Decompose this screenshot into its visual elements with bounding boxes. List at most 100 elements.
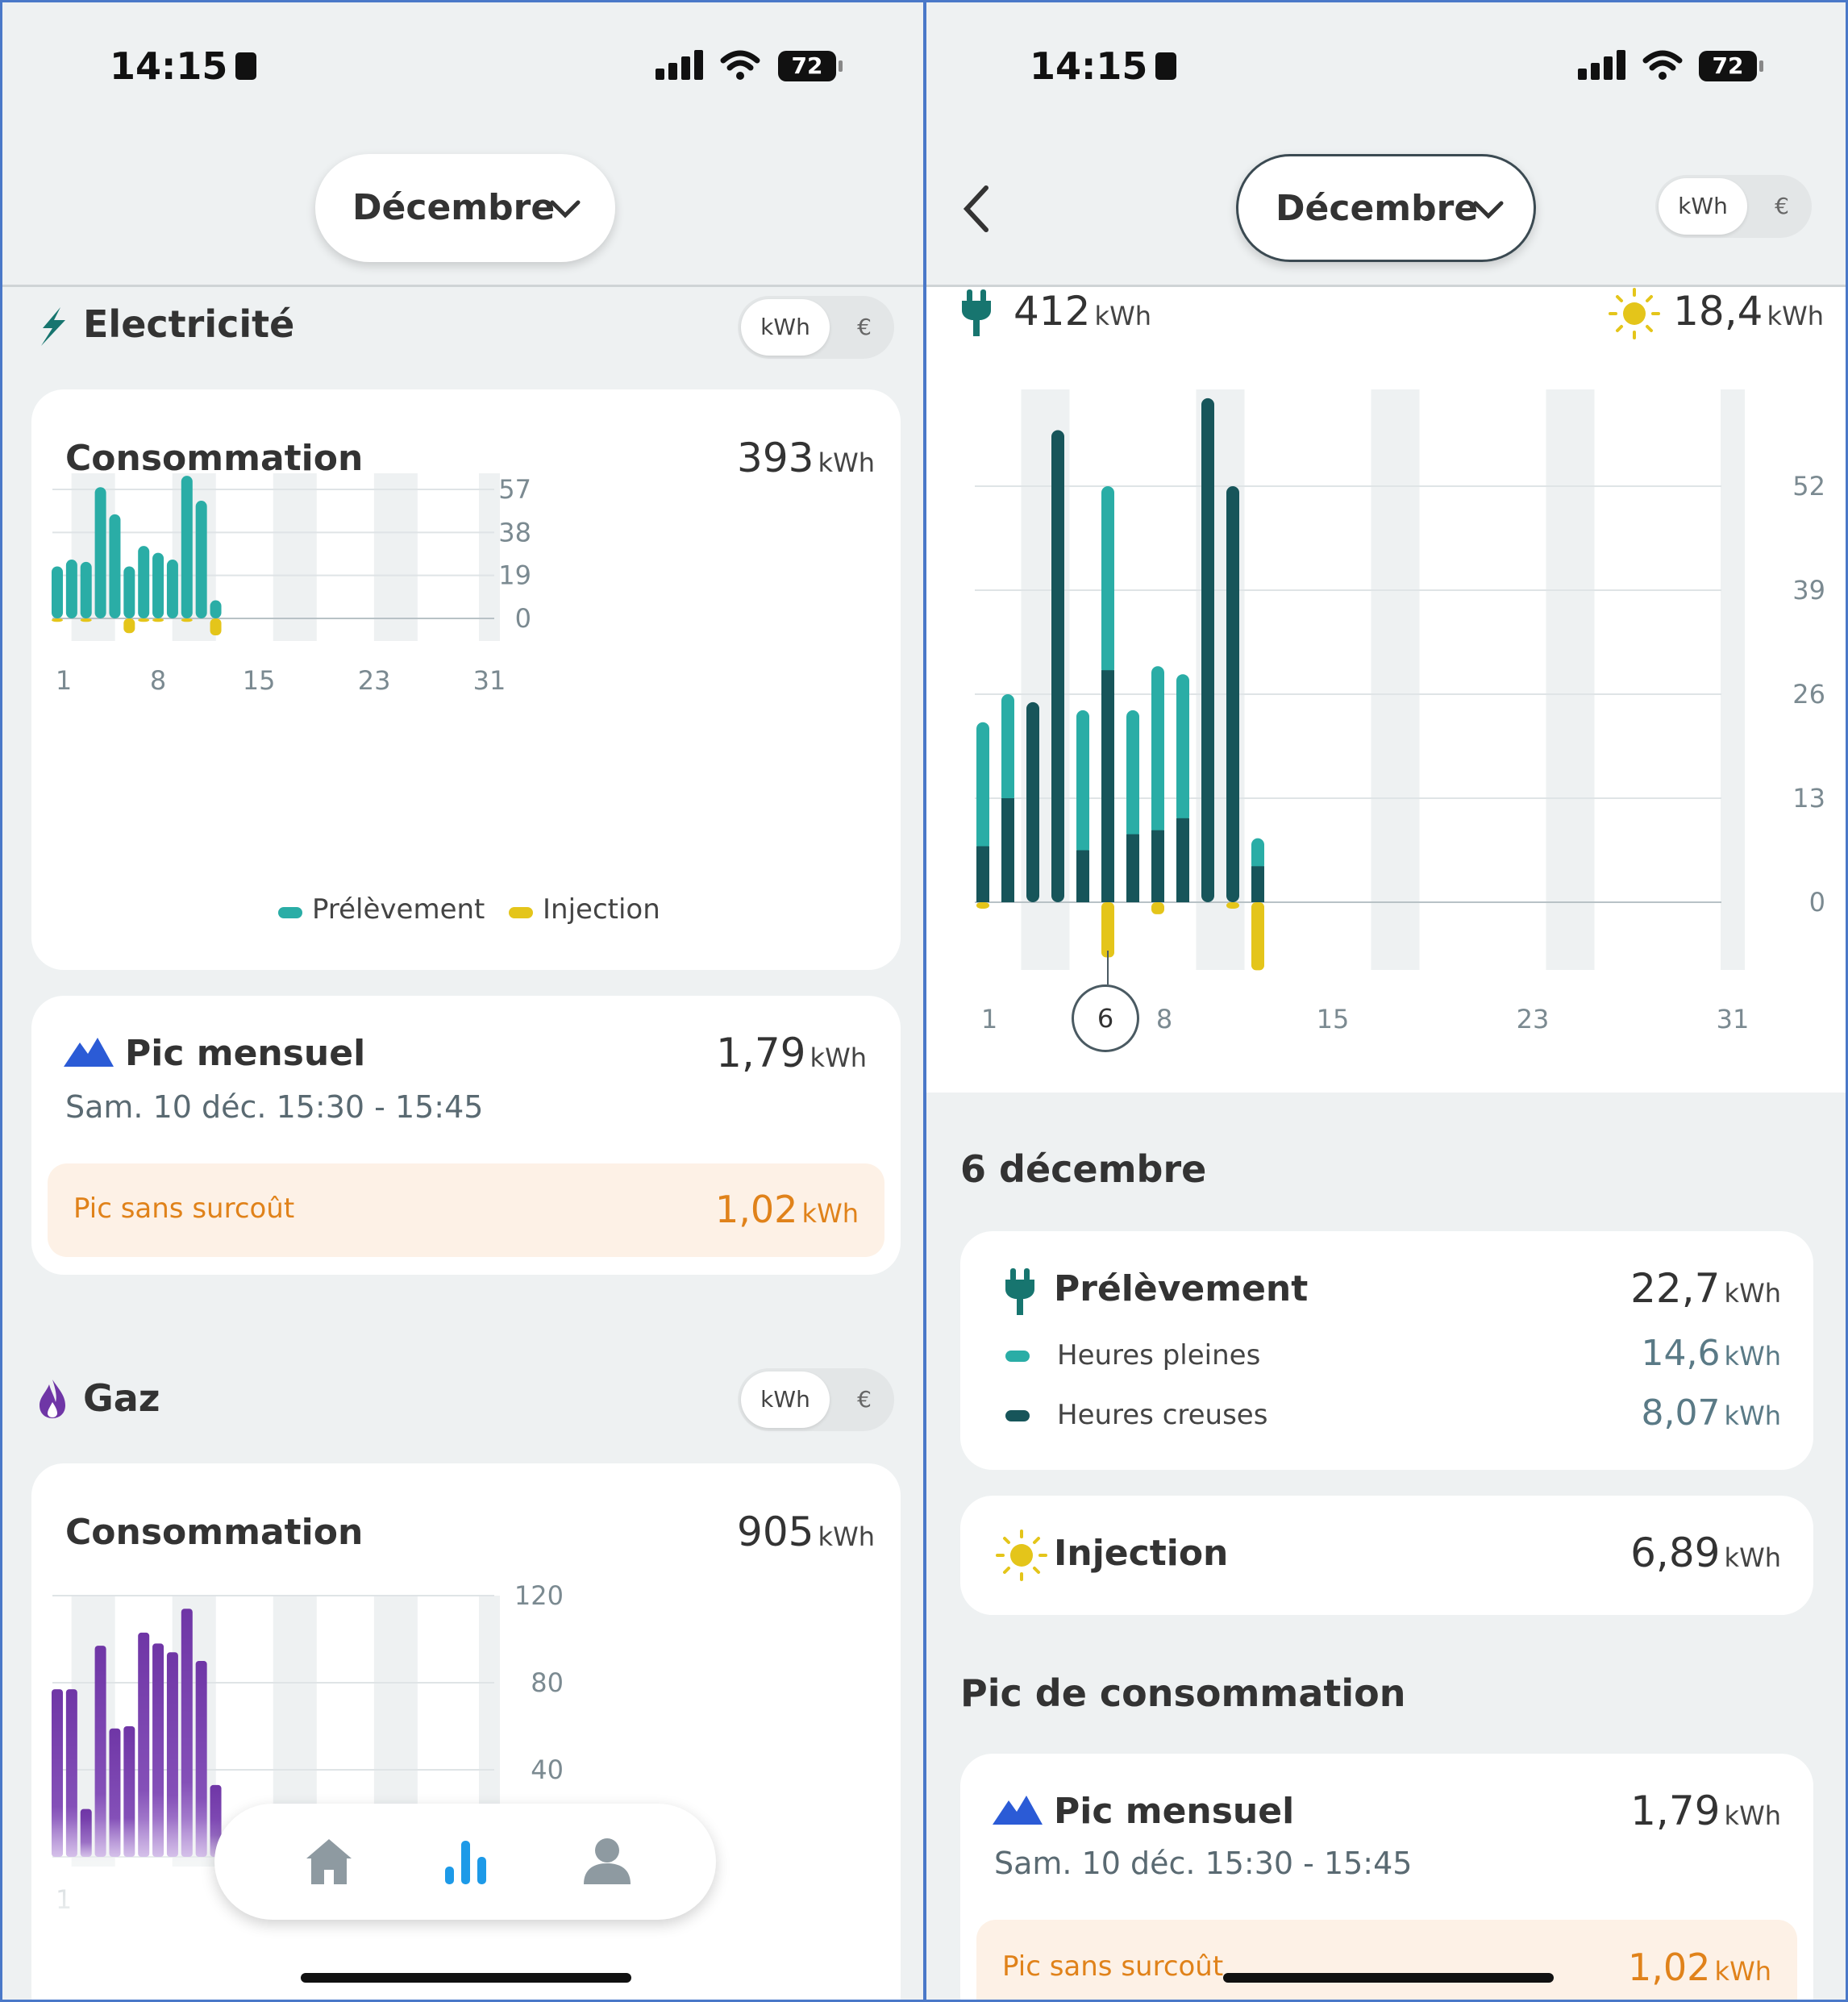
electricity-consumption-card[interactable]: Consommation 393 kWh 57 38 19 0 1 8 15 23 31 Pré… <box>31 389 901 970</box>
peak-value: 1,79 kWh <box>1630 1788 1781 1834</box>
bar-off-peak <box>1051 430 1064 902</box>
kwh-option[interactable]: kWh <box>741 299 830 356</box>
daily-detail-chart[interactable]: 52 39 26 13 0 1 8 15 23 31 <box>926 2 1848 1034</box>
inject-value: 6,89 kWh <box>1630 1530 1781 1576</box>
inject-card[interactable]: Injection 6,89 kWh <box>960 1496 1813 1615</box>
bar-inject <box>1101 902 1114 958</box>
bar-inject <box>1251 902 1264 971</box>
mountain-icon <box>64 1038 114 1067</box>
kwh-option[interactable]: kWh <box>1659 178 1747 235</box>
bar-inject <box>181 618 193 622</box>
total-draw: 412 kWh <box>1013 288 1151 335</box>
bar-draw <box>181 476 193 618</box>
euro-option[interactable]: € <box>857 1386 872 1413</box>
monthly-peak-card[interactable]: Pic mensuel 1,79 kWh Sam. 10 déc. 15:30 … <box>31 996 901 1275</box>
monthly-peak-card[interactable]: Pic mensuel 1,79 kWh Sam. 10 déc. 15:30 … <box>960 1754 1813 2000</box>
weekend-band <box>273 473 317 641</box>
euro-option[interactable]: € <box>1775 193 1789 219</box>
unit-toggle[interactable]: kWh € <box>1655 175 1812 238</box>
profile-icon[interactable] <box>582 1836 632 1886</box>
bar-off-peak <box>1226 486 1239 902</box>
selected-day-marker[interactable]: 6 <box>1072 984 1139 1052</box>
bottom-nav <box>214 1804 716 1920</box>
month-label: Décembre <box>352 187 556 228</box>
unit-toggle-electricity[interactable]: kWh € <box>738 296 894 359</box>
bar-off-peak <box>976 846 989 902</box>
y-tick-label: 52 <box>1792 471 1825 502</box>
y-tick-label: 19 <box>498 560 531 591</box>
bar-gas <box>181 1609 193 1857</box>
bar-inject <box>123 618 135 634</box>
signal-icon <box>656 50 703 80</box>
y-tick-label: 0 <box>515 603 531 634</box>
bar-draw <box>195 501 207 618</box>
no-surcharge-value: 1,02 kWh <box>1628 1946 1771 1989</box>
legend-inject: Injection <box>509 893 660 926</box>
bar-draw <box>65 560 77 618</box>
legend-swatch-teal <box>278 907 302 918</box>
bar-gas <box>65 1689 77 1857</box>
home-indicator <box>301 1973 631 1983</box>
badge-icon <box>235 52 257 80</box>
gas-chart[interactable]: 12080400131 <box>31 1463 901 1931</box>
month-selector[interactable]: Décembre <box>315 154 615 262</box>
no-surcharge-box: Pic sans surcoût 1,02 kWh <box>976 1920 1797 2000</box>
electricity-chart[interactable]: 57 38 19 0 1 8 15 23 31 <box>31 389 901 712</box>
peak-value: 1,79 kWh <box>716 1030 867 1076</box>
chart-icon[interactable] <box>442 1838 490 1886</box>
peak-hours-label: Heures pleines <box>1057 1339 1261 1371</box>
flame-icon <box>40 1380 65 1418</box>
peak-title: Pic mensuel <box>125 1033 366 1074</box>
bar-inject <box>138 618 150 622</box>
peak-title: Pic mensuel <box>1054 1791 1295 1832</box>
bar-off-peak <box>1026 701 1039 902</box>
draw-card[interactable]: Prélèvement 22,7 kWh Heures pleines 14,6… <box>960 1231 1813 1470</box>
peak-when: Sam. 10 déc. 15:30 - 15:45 <box>994 1846 1413 1881</box>
signal-icon <box>1578 49 1634 85</box>
bar-gas <box>152 1643 164 1857</box>
wifi-icon <box>1642 49 1683 85</box>
bar-peak <box>1176 674 1189 823</box>
consumption-title: Consommation <box>65 438 364 479</box>
unit-toggle-gas[interactable]: kWh € <box>738 1368 894 1431</box>
bar-inject <box>1151 902 1164 914</box>
x-tick-label: 1 <box>981 1004 997 1034</box>
bar-off-peak <box>1001 798 1014 902</box>
back-chevron-icon[interactable] <box>960 185 993 233</box>
lightning-icon <box>41 307 65 346</box>
status-time: 14:15 <box>1030 44 1177 88</box>
y-tick-label: 26 <box>1792 679 1825 710</box>
bar-inject <box>976 902 989 909</box>
home-icon[interactable] <box>305 1838 353 1886</box>
bar-draw <box>94 487 106 618</box>
bar-off-peak <box>1126 834 1139 902</box>
bar-off-peak <box>1251 866 1264 902</box>
bar-gas <box>94 1646 106 1857</box>
home-indicator <box>1223 1973 1554 1983</box>
bar-peak <box>1001 694 1014 803</box>
x-tick-label: 1 <box>56 665 72 696</box>
electricity-title: Electricité <box>83 302 295 346</box>
x-tick-label: 23 <box>1517 1004 1550 1034</box>
day-title: 6 décembre <box>960 1147 1207 1191</box>
status-time: 14:15 <box>110 44 257 88</box>
no-surcharge-value: 1,02 kWh <box>715 1188 859 1231</box>
gas-title: Gaz <box>83 1376 160 1420</box>
kwh-option[interactable]: kWh <box>741 1371 830 1428</box>
inject-title: Injection <box>1054 1533 1229 1574</box>
status-icons <box>656 49 712 85</box>
gas-consumption-card[interactable]: Consommation 905 kWh 12080400131 <box>31 1463 901 2000</box>
bar-gas <box>52 1689 63 1857</box>
weekend-band <box>1546 389 1595 970</box>
euro-option[interactable]: € <box>857 314 872 340</box>
bar-off-peak <box>1076 850 1089 902</box>
bar-peak <box>1076 710 1089 855</box>
off-peak-label: Heures creuses <box>1057 1399 1268 1431</box>
peak-section-title: Pic de consommation <box>960 1671 1406 1715</box>
month-selector[interactable]: Décembre <box>1236 154 1536 262</box>
peak-hours-swatch <box>1005 1351 1030 1362</box>
plug-icon <box>962 289 991 336</box>
no-surcharge-box: Pic sans surcoût 1,02 kWh <box>48 1163 884 1257</box>
bar-draw <box>52 566 63 618</box>
bar-peak <box>1126 710 1139 839</box>
